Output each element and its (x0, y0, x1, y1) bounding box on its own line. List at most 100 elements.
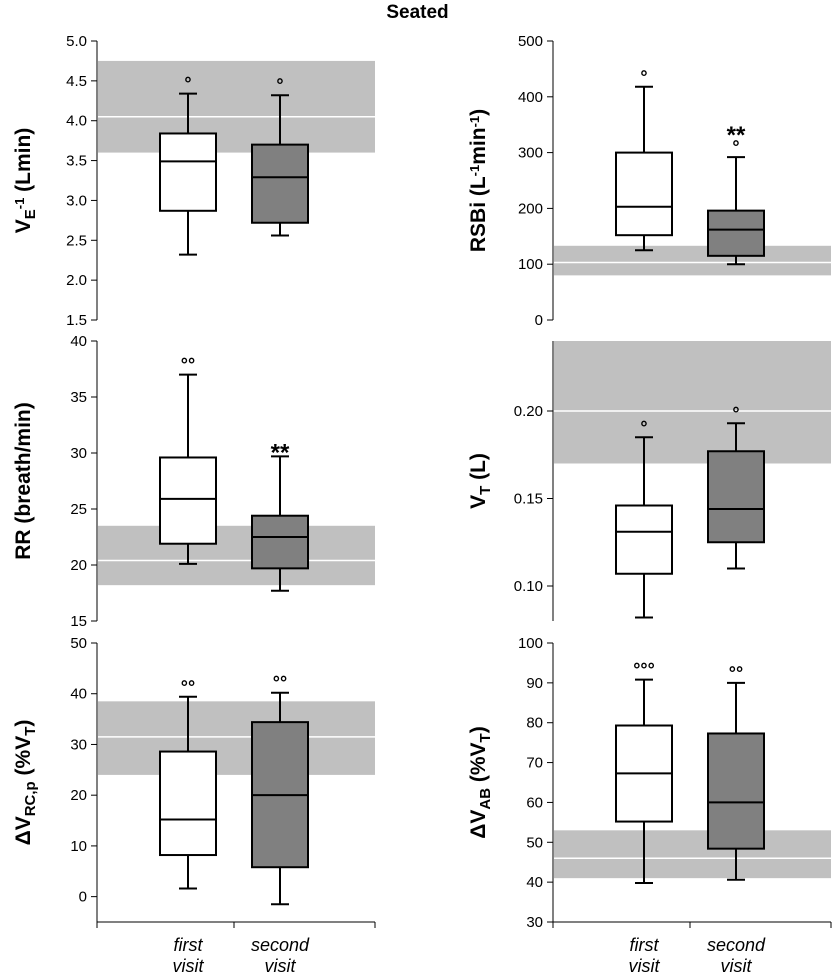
x-category-label: second (251, 935, 310, 955)
y-tick-label: 70 (526, 755, 543, 772)
significance-marker: ** (727, 122, 746, 149)
y-tick-label: 40 (70, 333, 87, 350)
y-tick-label: 100 (518, 635, 543, 652)
reference-band (98, 525, 375, 586)
iqr-box (159, 132, 217, 212)
y-tick-label: 100 (518, 256, 543, 273)
second-visit-box: °° (707, 663, 765, 881)
chart-title: Seated (386, 2, 449, 23)
second-visit-box: °° (251, 673, 309, 906)
y-tick-label: 20 (70, 557, 87, 574)
second-visit-box: ° (707, 403, 765, 570)
panel-rr: 15 20 25 30 35 40 RR (breath/min) °° ** (12, 333, 375, 630)
iqr-box (707, 732, 765, 850)
first-visit-box: °° (159, 355, 217, 565)
outlier-marker: °° (273, 673, 287, 693)
y-axis-label: RSBi (L-1min-1) (467, 109, 490, 252)
y-tick-label: 0.10 (514, 578, 543, 595)
y-axis-label: VT (L) (467, 453, 494, 509)
reference-band (554, 830, 831, 879)
y-tick-label: 20 (70, 787, 87, 804)
reference-band (554, 245, 831, 276)
panel-rc: 0 10 20 30 40 50 ΔVRC,p (%VT) °° °° (12, 635, 375, 922)
y-tick-label: 35 (70, 389, 87, 406)
iqr-box (159, 456, 217, 545)
significance-marker: ** (271, 439, 290, 466)
y-tick-label: 5.0 (66, 33, 87, 50)
first-visit-box: ° (159, 74, 217, 256)
reference-band (98, 60, 375, 153)
y-axis-label: VE-1 (Lmin) (12, 128, 39, 234)
y-tick-label: 400 (518, 89, 543, 106)
y-tick-label: 30 (70, 736, 87, 753)
outlier-marker: °° (181, 355, 195, 375)
x-category-label: first (174, 935, 204, 955)
panel-ve: 1.5 2.0 2.5 3.0 3.5 4.0 4.5 5.0 VE-1 (Lmin) ° ° (12, 33, 375, 329)
outlier-marker: ° (184, 74, 191, 94)
y-tick-label: 500 (518, 33, 543, 50)
y-tick-label: 4.5 (66, 73, 87, 90)
second-visit-box: °** (707, 122, 765, 266)
iqr-box (707, 209, 765, 257)
x-category-label: visit (721, 956, 753, 976)
x-category-label: visit (265, 956, 297, 976)
y-tick-label: 30 (526, 914, 543, 931)
panel-vt: 0.10 0.15 0.20 VT (L) ° ° (467, 341, 831, 621)
iqr-box (615, 151, 673, 237)
first-visit-box: ° (615, 417, 673, 619)
y-tick-label: 0.20 (514, 403, 543, 420)
y-tick-label: 300 (518, 145, 543, 162)
y-tick-label: 1.5 (66, 312, 87, 329)
iqr-box (251, 143, 309, 224)
outlier-marker: ° (276, 75, 283, 95)
x-category-label: second (707, 935, 766, 955)
y-tick-label: 25 (70, 501, 87, 518)
iqr-box (159, 750, 217, 857)
y-tick-label: 90 (526, 675, 543, 692)
outlier-marker: ° (732, 137, 739, 157)
reference-band (554, 341, 831, 464)
outlier-marker: ° (732, 403, 739, 423)
y-axis-label: ΔVAB (%VT) (467, 726, 494, 838)
y-tick-label: 40 (70, 686, 87, 703)
iqr-box (251, 514, 309, 570)
x-category-label: first (630, 935, 660, 955)
y-axis-label: ΔVRC,p (%VT) (12, 720, 39, 846)
outlier-marker: °° (181, 677, 195, 697)
outlier-marker: °°° (633, 660, 655, 680)
iqr-box (707, 450, 765, 544)
second-visit-box: ° (251, 75, 309, 237)
y-tick-label: 3.0 (66, 192, 87, 209)
first-visit-box: °°° (615, 660, 673, 884)
y-tick-label: 0.15 (514, 491, 543, 508)
y-tick-label: 200 (518, 200, 543, 217)
y-tick-label: 3.5 (66, 153, 87, 170)
y-tick-label: 80 (526, 715, 543, 732)
y-tick-label: 40 (526, 874, 543, 891)
outlier-marker: ° (640, 417, 647, 437)
y-tick-label: 2.0 (66, 272, 87, 289)
y-tick-label: 50 (526, 834, 543, 851)
x-category-label: visit (629, 956, 661, 976)
y-tick-label: 10 (70, 838, 87, 855)
second-visit-box: ** (251, 439, 309, 592)
x-category-label: visit (173, 956, 205, 976)
y-tick-label: 15 (70, 613, 87, 630)
y-axis-label: RR (breath/min) (12, 402, 35, 560)
y-tick-label: 4.0 (66, 113, 87, 130)
outlier-marker: °° (729, 663, 743, 683)
y-tick-label: 50 (70, 635, 87, 652)
y-tick-label: 0 (535, 312, 543, 329)
y-tick-label: 30 (70, 445, 87, 462)
y-tick-label: 0 (79, 889, 87, 906)
outlier-marker: ° (640, 67, 647, 87)
iqr-box (615, 504, 673, 575)
first-visit-box: ° (615, 67, 673, 252)
y-tick-label: 60 (526, 794, 543, 811)
y-tick-label: 2.5 (66, 232, 87, 249)
